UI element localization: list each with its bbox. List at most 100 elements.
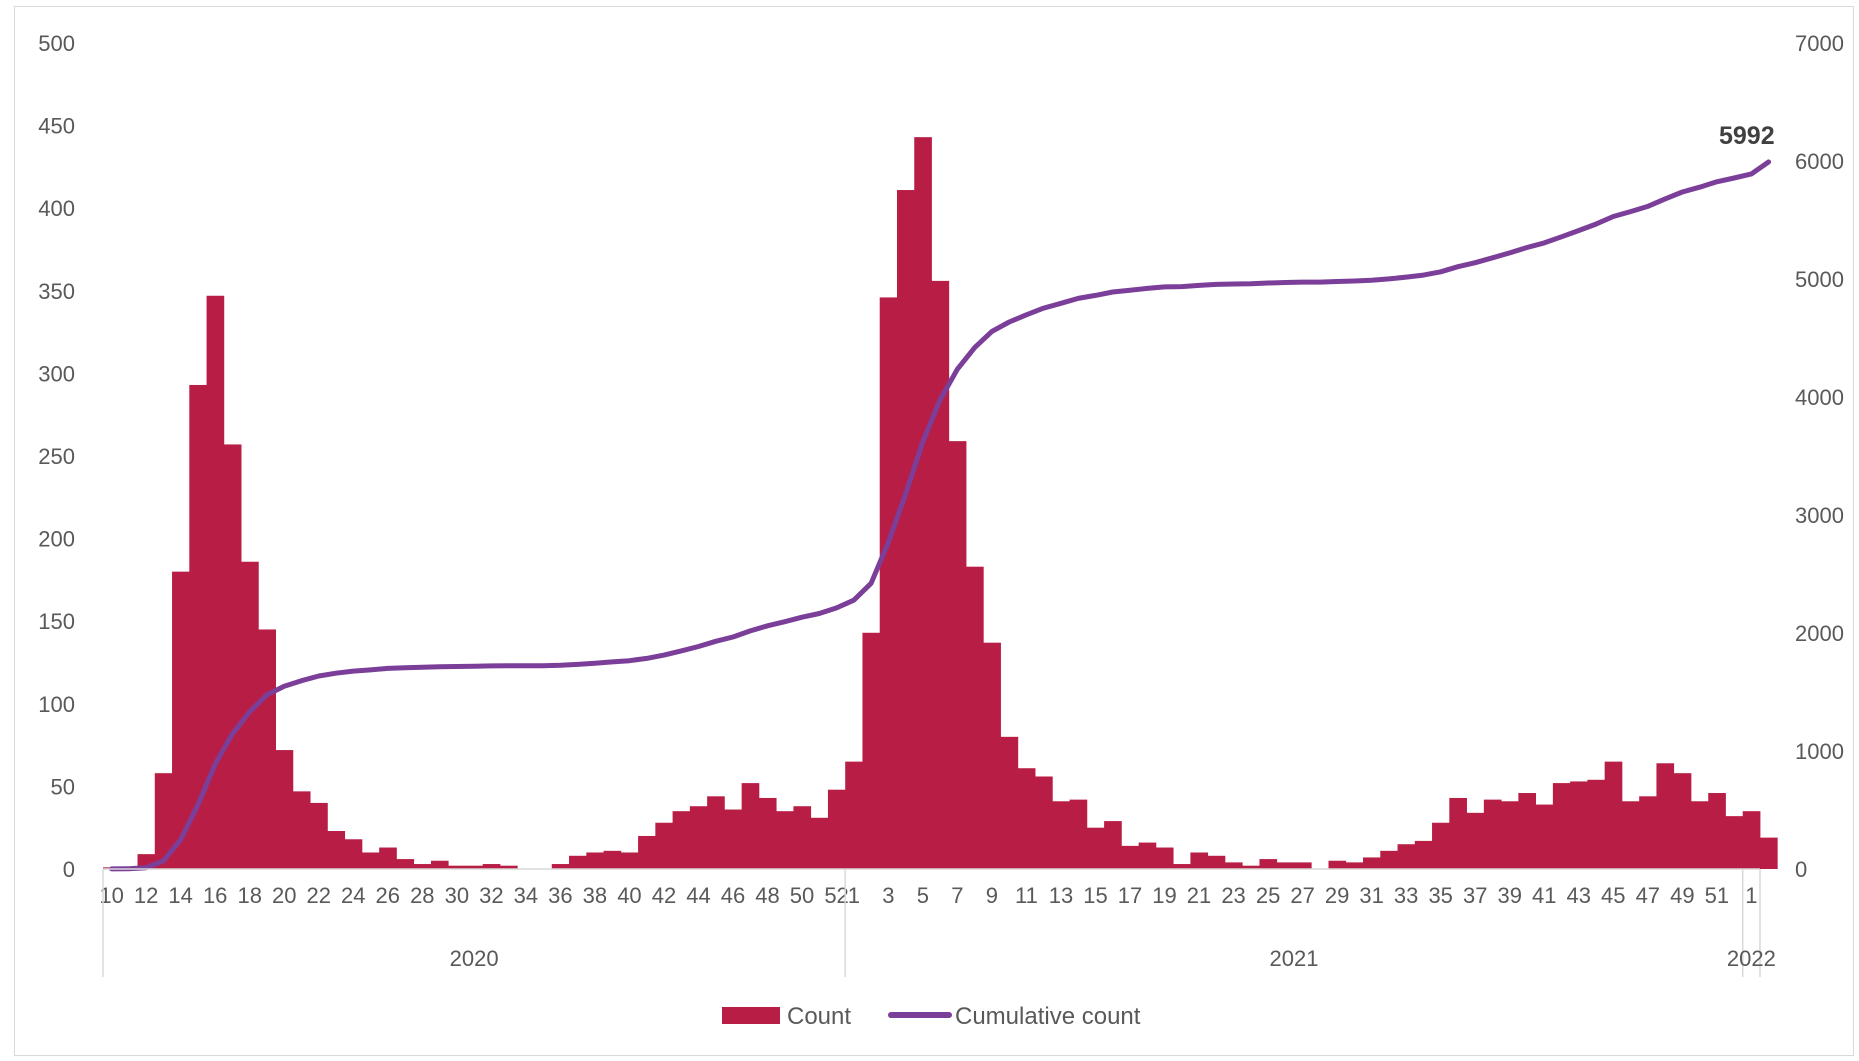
count-bar (862, 632, 881, 869)
count-bar (776, 811, 794, 869)
count-bar (1345, 862, 1364, 869)
count-bar (1259, 859, 1278, 869)
secondary-y-axis: 0 1000 2000 3000 4000 5000 6000 7000 (1795, 31, 1844, 882)
x-week-label: 17 (1118, 883, 1142, 908)
count-bar (154, 773, 173, 869)
count-bar (413, 864, 432, 869)
count-bar (914, 137, 932, 869)
count-bars (103, 137, 1778, 870)
count-bar (1725, 816, 1744, 869)
count-bar (1604, 761, 1623, 869)
count-bar (1483, 799, 1502, 869)
count-bar (1449, 797, 1467, 869)
count-bar (845, 761, 863, 869)
count-bar (586, 852, 604, 869)
count-bar (1052, 801, 1070, 869)
y2-tick-label: 2000 (1795, 621, 1844, 646)
x-week-label: 33 (1394, 883, 1418, 908)
x-week-label: 15 (1083, 883, 1107, 908)
count-bar (1138, 842, 1157, 869)
count-bar (966, 566, 984, 869)
y-tick-label: 400 (38, 196, 75, 221)
count-bar (1017, 768, 1036, 869)
count-bar (810, 817, 829, 869)
legend-cumulative-label: Cumulative count (955, 1003, 1141, 1030)
count-bar (879, 297, 898, 870)
count-bar (793, 806, 812, 869)
count-bar (707, 796, 725, 869)
count-bar (1501, 801, 1519, 869)
x-week-label: 3 (882, 883, 894, 908)
y2-tick-label: 6000 (1795, 149, 1844, 174)
x-week-label: 28 (410, 883, 434, 908)
count-bar (1397, 844, 1416, 869)
count-bar (551, 864, 570, 869)
count-bar (1760, 837, 1778, 869)
x-week-label: 11 (1015, 883, 1038, 908)
count-bar (344, 839, 363, 869)
count-bar (1121, 845, 1140, 869)
y2-tick-label: 0 (1795, 857, 1807, 882)
count-bar (1466, 812, 1485, 869)
count-bar (1173, 864, 1191, 869)
count-bar (620, 852, 639, 869)
count-bar (741, 783, 760, 869)
count-bar (931, 280, 950, 869)
x-week-label: 30 (445, 883, 469, 908)
x-week-label: 22 (307, 883, 331, 908)
y-tick-label: 100 (38, 692, 75, 717)
x-week-label: 16 (203, 883, 227, 908)
y-tick-label: 300 (38, 361, 75, 386)
x-week-label: 40 (617, 883, 641, 908)
x-week-label: 51 (1705, 883, 1729, 908)
chart-container: 0 50 100 150 200 250 300 350 400 450 500 0 1000 2000… (14, 6, 1854, 1056)
x-week-label: 23 (1221, 883, 1245, 908)
x-week-label: 19 (1152, 883, 1176, 908)
count-bar (189, 384, 207, 869)
count-bar (1328, 860, 1347, 869)
legend-count-swatch (722, 1007, 780, 1024)
count-bar (638, 835, 656, 869)
x-week-label: 36 (548, 883, 572, 908)
x-week-label: 48 (755, 883, 779, 908)
y2-tick-label: 3000 (1795, 503, 1844, 528)
y-tick-label: 500 (38, 31, 75, 56)
count-bar (1155, 847, 1174, 869)
count-bar (1690, 801, 1709, 869)
count-bar (1639, 796, 1657, 869)
count-bar (1363, 857, 1381, 869)
legend: Count Cumulative count (722, 1003, 1141, 1030)
count-bar (361, 852, 380, 869)
count-bar (1742, 811, 1761, 869)
count-bar (1535, 804, 1554, 869)
x-week-label: 35 (1428, 883, 1452, 908)
x-week-label: 24 (341, 883, 365, 908)
x-year-label: 2022 (1727, 946, 1776, 971)
x-week-label: 45 (1601, 883, 1625, 908)
count-bar (827, 789, 846, 869)
x-week-label: 47 (1636, 883, 1660, 908)
count-bar (672, 811, 691, 869)
x-axis: 10 12 14 16 18 20 22 24 26 28 30 32 34 36 38 40 42 44 46 48… (99, 868, 1776, 977)
x-year-label: 2020 (450, 946, 499, 971)
count-bar (292, 791, 311, 869)
x-week-label: 20 (272, 883, 296, 908)
count-bar (1708, 793, 1726, 869)
primary-y-axis: 0 50 100 150 200 250 300 350 400 450 500 (38, 31, 75, 882)
x-week-label: 37 (1463, 883, 1487, 908)
count-bar (1518, 793, 1537, 869)
y2-tick-label: 5000 (1795, 267, 1844, 292)
y-tick-label: 250 (38, 444, 75, 469)
count-bar (172, 571, 190, 869)
x-week-label: 32 (479, 883, 503, 908)
count-bar (223, 444, 242, 869)
y-tick-label: 50 (51, 774, 75, 799)
count-bar (758, 797, 777, 869)
count-bar (482, 864, 501, 869)
x-week-label: 9 (986, 883, 998, 908)
legend-count-label: Count (787, 1003, 851, 1030)
count-bar (603, 850, 622, 869)
x-week-label: 49 (1670, 883, 1694, 908)
x-year-label: 2021 (1269, 946, 1318, 971)
